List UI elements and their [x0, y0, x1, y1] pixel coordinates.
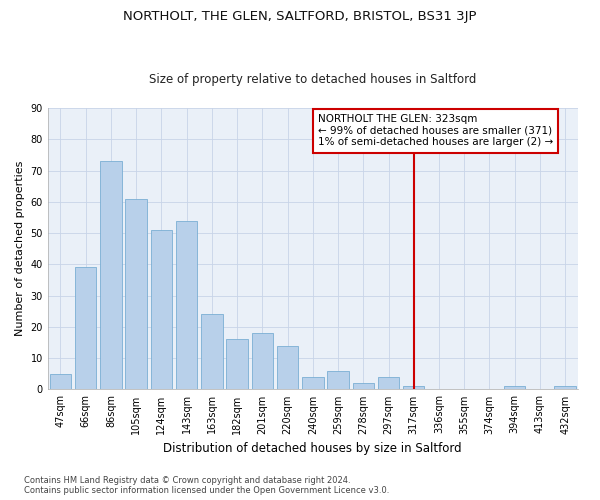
- Bar: [50, 374, 71, 390]
- Bar: [125, 198, 147, 390]
- Bar: [176, 220, 197, 390]
- Bar: [226, 340, 248, 390]
- X-axis label: Distribution of detached houses by size in Saltford: Distribution of detached houses by size …: [163, 442, 462, 455]
- Bar: [378, 377, 399, 390]
- Bar: [151, 230, 172, 390]
- Bar: [328, 370, 349, 390]
- Bar: [75, 268, 97, 390]
- Y-axis label: Number of detached properties: Number of detached properties: [15, 161, 25, 336]
- Text: NORTHOLT THE GLEN: 323sqm
← 99% of detached houses are smaller (371)
1% of semi-: NORTHOLT THE GLEN: 323sqm ← 99% of detac…: [318, 114, 553, 148]
- Bar: [201, 314, 223, 390]
- Bar: [100, 161, 122, 390]
- Text: NORTHOLT, THE GLEN, SALTFORD, BRISTOL, BS31 3JP: NORTHOLT, THE GLEN, SALTFORD, BRISTOL, B…: [123, 10, 477, 23]
- Bar: [302, 377, 323, 390]
- Bar: [251, 333, 273, 390]
- Bar: [504, 386, 526, 390]
- Text: Contains HM Land Registry data © Crown copyright and database right 2024.
Contai: Contains HM Land Registry data © Crown c…: [24, 476, 389, 495]
- Title: Size of property relative to detached houses in Saltford: Size of property relative to detached ho…: [149, 73, 476, 86]
- Bar: [554, 386, 576, 390]
- Bar: [403, 386, 424, 390]
- Bar: [353, 383, 374, 390]
- Bar: [277, 346, 298, 390]
